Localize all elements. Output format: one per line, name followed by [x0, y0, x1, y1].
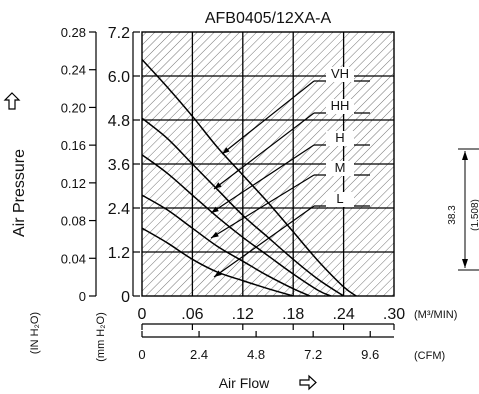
inch-tick-label: 0.20 [61, 100, 86, 115]
y-axis-label: Air Pressure [11, 149, 28, 237]
plot-frame [141, 31, 395, 297]
curve-label-leaders [210, 80, 370, 278]
label-bg-m [326, 161, 354, 176]
chart-title: AFB0405/12XA-A [205, 10, 332, 27]
curve-label-h: H [335, 130, 344, 145]
curve-label-hh: HH [331, 98, 350, 113]
curve-label-l: L [336, 191, 343, 206]
curve-h [142, 154, 332, 296]
leader-h [210, 144, 315, 214]
x-unit-label: (M³/MIN) [414, 309, 457, 321]
dimension-alt-value: (1.508) [470, 199, 479, 231]
x-axis-label: Air Flow [219, 375, 270, 391]
cfm-tick-label: 4.8 [247, 347, 265, 362]
label-bg-l [326, 192, 354, 207]
arrowhead-hh [214, 182, 222, 189]
leader-m [210, 174, 315, 239]
y-unit-label: (IN H₂O) [29, 312, 41, 354]
curve-hh [142, 117, 345, 296]
label-bg-vh [326, 67, 354, 82]
label-bg-hh [326, 99, 354, 114]
inch-tick-label: 0.24 [61, 63, 86, 78]
mm-tick-label: 6.0 [108, 69, 130, 86]
mm-tick-label: 0 [121, 289, 130, 306]
inch-tick-label: 0.08 [61, 214, 86, 229]
mm-tick-label: 7.2 [108, 25, 130, 42]
right-arrow-icon [299, 374, 317, 391]
inch-tick-label: 0.04 [61, 251, 86, 266]
arrowhead-h [211, 206, 219, 213]
cfm-tick-label: 2.4 [190, 347, 208, 362]
inch-tick-label: 0.28 [61, 25, 86, 40]
up-arrow-icon [3, 92, 21, 110]
m3-tick-label: .24 [332, 306, 354, 323]
leader-l [213, 205, 315, 278]
curve-label-m: M [335, 160, 346, 175]
m3-tick-label: .06 [181, 306, 203, 323]
inch-tick-label: 0.16 [61, 138, 86, 153]
label-bg-h [326, 131, 354, 146]
arrowhead-l [214, 270, 222, 277]
dimension-marker [458, 148, 479, 271]
cfm-tick-label: 7.2 [304, 347, 322, 362]
cfm-tick-label: 0 [138, 347, 145, 362]
curves [142, 58, 357, 296]
inch-axis-ticks: 0 0.04 0.08 0.12 0.16 0.20 0.24 0.28 [61, 25, 96, 304]
curve-label-vh: VH [331, 66, 349, 81]
m3-tick-label: 0 [138, 306, 147, 323]
cfm-tick-label: 9.6 [361, 347, 379, 362]
mm-tick-label: 2.4 [108, 201, 130, 218]
x2-unit-label: (CFM) [414, 350, 445, 362]
inch-tick-label: 0 [79, 289, 86, 304]
mm-tick-label: 4.8 [108, 113, 130, 130]
leader-hh [213, 112, 315, 190]
m3-tick-label: .30 [383, 306, 405, 323]
arrowhead-vh [222, 147, 230, 154]
arrowhead-m [211, 231, 219, 238]
m3-axis-ticks: 0 .06 .12 .18 .24 .30 [138, 306, 405, 330]
mm-tick-label: 1.2 [108, 245, 130, 262]
curve-vh [142, 58, 357, 296]
cfm-axis-ticks: 0 2.4 4.8 7.2 9.6 [138, 331, 379, 362]
inch-tick-label: 0.12 [61, 176, 86, 191]
mm-axis-ticks: 0 1.2 2.4 3.6 4.8 6.0 7.2 [108, 25, 140, 306]
m3-tick-label: .12 [232, 306, 254, 323]
y2-unit-label: (mm H₂O) [95, 312, 107, 361]
leader-vh [221, 80, 315, 155]
mm-tick-label: 3.6 [108, 157, 130, 174]
dimension-value: 38.3 [447, 205, 458, 225]
curve-m [142, 194, 311, 296]
m3-tick-label: .18 [282, 306, 304, 323]
